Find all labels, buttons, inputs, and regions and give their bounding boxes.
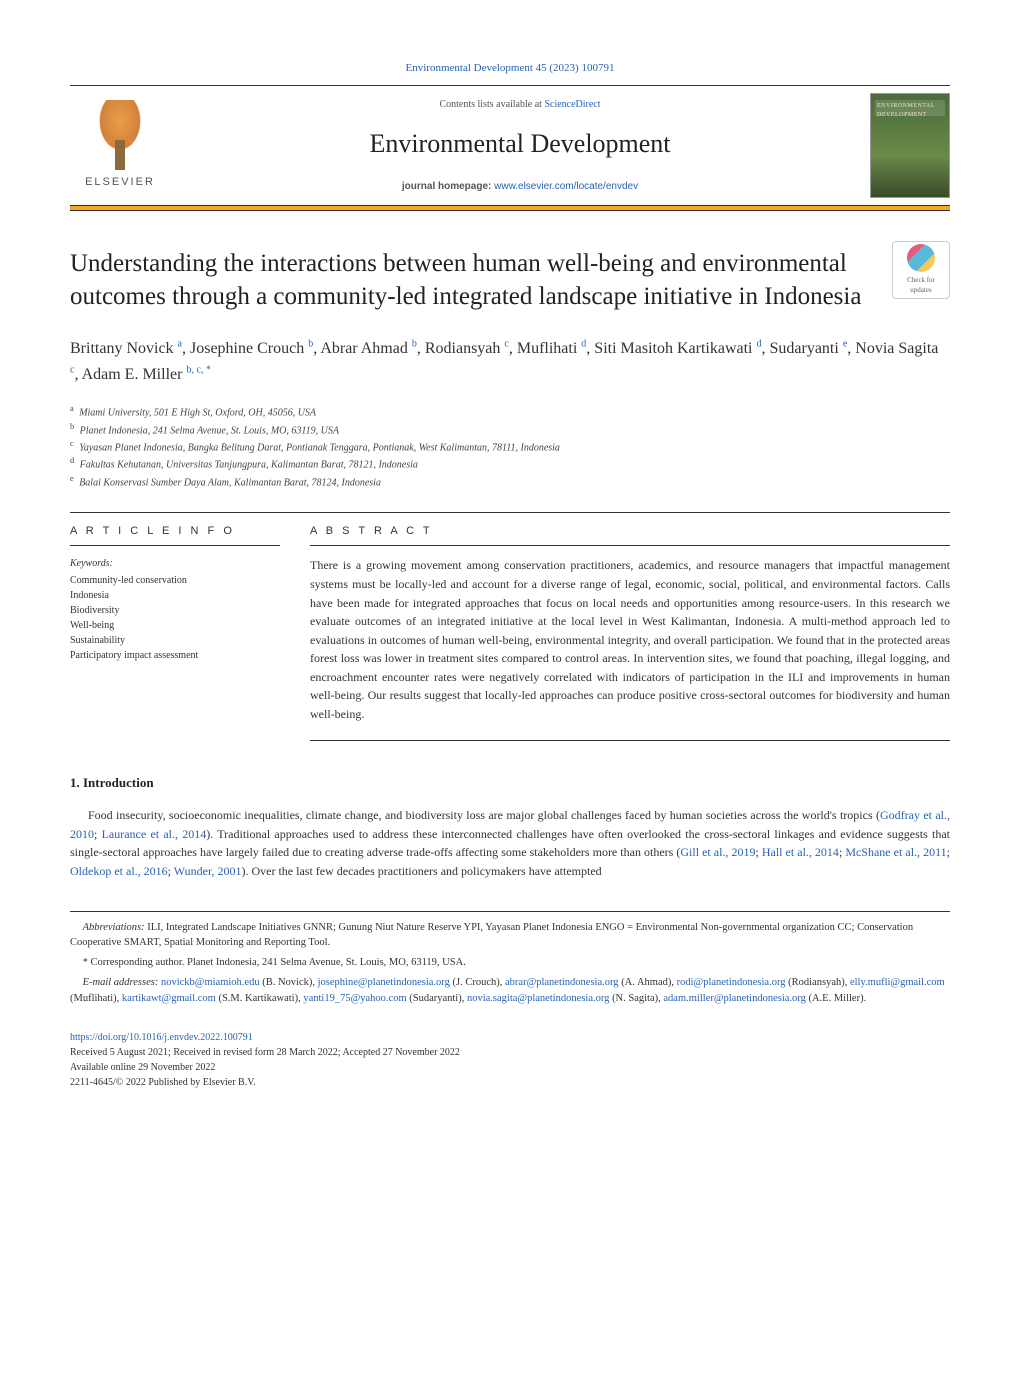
keyword-item: Biodiversity bbox=[70, 603, 280, 618]
keyword-item: Well-being bbox=[70, 618, 280, 633]
elsevier-label: ELSEVIER bbox=[85, 174, 155, 191]
introduction-heading: 1. Introduction bbox=[70, 773, 950, 793]
homepage-line: journal homepage: www.elsevier.com/locat… bbox=[170, 179, 870, 194]
abbrev-label: Abbreviations: bbox=[83, 922, 145, 933]
abstract-text: There is a growing movement among conser… bbox=[310, 556, 950, 723]
sciencedirect-link[interactable]: ScienceDirect bbox=[544, 99, 600, 110]
article-info-column: A R T I C L E I N F O Keywords: Communit… bbox=[70, 513, 280, 741]
authors-line: Brittany Novick a, Josephine Crouch b, A… bbox=[70, 336, 950, 387]
article-title: Understanding the interactions between h… bbox=[70, 247, 950, 315]
journal-reference: Environmental Development 45 (2023) 1007… bbox=[70, 60, 950, 77]
elsevier-logo[interactable]: ELSEVIER bbox=[70, 90, 170, 200]
contents-prefix: Contents lists available at bbox=[439, 99, 544, 110]
emails-list: novickb@miamioh.edu (B. Novick), josephi… bbox=[70, 977, 945, 1004]
article-history: Received 5 August 2021; Received in revi… bbox=[70, 1045, 950, 1060]
check-updates-line2: updates bbox=[910, 285, 931, 296]
journal-header: ELSEVIER Contents lists available at Sci… bbox=[70, 85, 950, 205]
emails-label: E-mail addresses: bbox=[83, 977, 159, 988]
affiliation-line: e Balai Konservasi Sumber Daya Alam, Kal… bbox=[70, 473, 950, 490]
keyword-item: Indonesia bbox=[70, 588, 280, 603]
affiliation-line: c Yayasan Planet Indonesia, Bangka Belit… bbox=[70, 438, 950, 455]
check-updates-badge[interactable]: Check for updates bbox=[892, 241, 950, 299]
doi-link[interactable]: https://doi.org/10.1016/j.envdev.2022.10… bbox=[70, 1032, 253, 1043]
affiliation-line: a Miami University, 501 E High St, Oxfor… bbox=[70, 403, 950, 420]
journal-cover-thumbnail[interactable]: ENVIRONMENTAL DEVELOPMENT bbox=[870, 93, 950, 198]
footnotes: Abbreviations: ILI, Integrated Landscape… bbox=[70, 911, 950, 1007]
journal-name: Environmental Development bbox=[170, 124, 870, 163]
corresponding-author-footnote: * Corresponding author. Planet Indonesia… bbox=[70, 955, 950, 971]
article-info-heading: A R T I C L E I N F O bbox=[70, 513, 280, 547]
contents-line: Contents lists available at ScienceDirec… bbox=[170, 97, 870, 112]
emails-footnote: E-mail addresses: novickb@miamioh.edu (B… bbox=[70, 975, 950, 1007]
cover-title: ENVIRONMENTAL DEVELOPMENT bbox=[877, 102, 949, 120]
info-abstract-row: A R T I C L E I N F O Keywords: Communit… bbox=[70, 512, 950, 741]
keyword-item: Community-led conservation bbox=[70, 573, 280, 588]
accent-bar bbox=[70, 205, 950, 211]
abstract-column: A B S T R A C T There is a growing movem… bbox=[310, 513, 950, 741]
abbrev-text: ILI, Integrated Landscape Initiatives GN… bbox=[70, 922, 913, 949]
elsevier-tree-icon bbox=[85, 100, 155, 170]
keyword-item: Participatory impact assessment bbox=[70, 648, 280, 663]
footer: https://doi.org/10.1016/j.envdev.2022.10… bbox=[70, 1030, 950, 1090]
abstract-heading: A B S T R A C T bbox=[310, 513, 950, 547]
affiliation-line: b Planet Indonesia, 241 Selma Avenue, St… bbox=[70, 421, 950, 438]
abbreviations-footnote: Abbreviations: ILI, Integrated Landscape… bbox=[70, 920, 950, 952]
homepage-link[interactable]: www.elsevier.com/locate/envdev bbox=[494, 181, 638, 192]
check-updates-line1: Check for bbox=[907, 275, 935, 286]
crossmark-icon bbox=[907, 244, 935, 272]
keyword-item: Sustainability bbox=[70, 633, 280, 648]
available-online: Available online 29 November 2022 bbox=[70, 1060, 950, 1075]
copyright-line: 2211-4645/© 2022 Published by Elsevier B… bbox=[70, 1075, 950, 1090]
keywords-list: Community-led conservationIndonesiaBiodi… bbox=[70, 573, 280, 663]
keywords-label: Keywords: bbox=[70, 556, 280, 571]
affiliations-list: a Miami University, 501 E High St, Oxfor… bbox=[70, 403, 950, 490]
affiliation-line: d Fakultas Kehutanan, Universitas Tanjun… bbox=[70, 455, 950, 472]
header-center: Contents lists available at ScienceDirec… bbox=[170, 97, 870, 194]
introduction-paragraph: Food insecurity, socioeconomic inequalit… bbox=[70, 806, 950, 880]
journal-ref-link[interactable]: Environmental Development 45 (2023) 1007… bbox=[406, 62, 615, 74]
homepage-prefix: journal homepage: bbox=[402, 181, 494, 192]
